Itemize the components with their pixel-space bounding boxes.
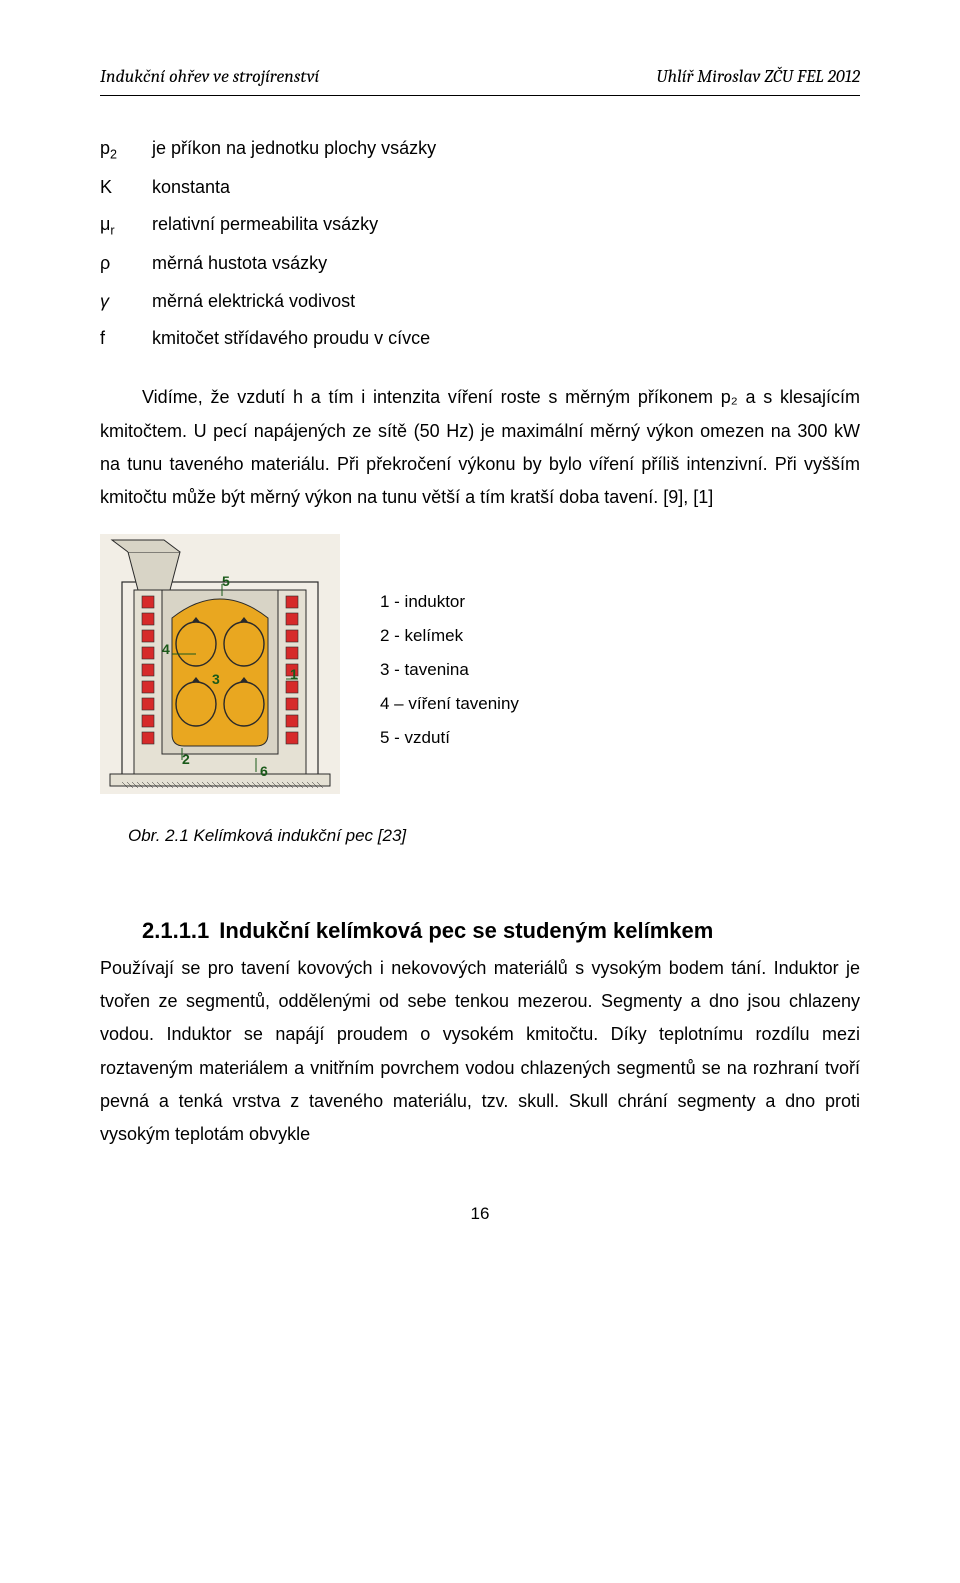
section-title: Indukční kelímková pec se studeným kelím… (219, 918, 713, 943)
crucible-furnace-diagram: 5 4 3 1 2 6 (100, 534, 340, 805)
definition-desc: kmitočet střídavého proudu v cívce (152, 322, 860, 355)
figure-block: 5 4 3 1 2 6 1 - induktor 2 - kelímek 3 - tave… (100, 534, 860, 805)
definition-symbol: γ (100, 285, 138, 318)
definition-desc: měrná hustota vsázky (152, 247, 860, 280)
svg-text:3: 3 (212, 671, 220, 687)
page-header: Indukční ohřev ve strojírenství Uhlíř Mi… (100, 60, 860, 96)
section-number: 2.1.1.1 (142, 918, 209, 943)
definition-desc: relativní permeabilita vsázky (152, 208, 860, 243)
header-left: Indukční ohřev ve strojírenství (100, 60, 319, 93)
paragraph-main: Vidíme, že vzdutí h a tím i intenzita ví… (100, 381, 860, 514)
figure-caption: Obr. 2.1 Kelímková indukční pec [23] (128, 820, 860, 851)
legend-item: 1 - induktor (380, 585, 519, 619)
definition-row: p2 je příkon na jednotku plochy vsázky (100, 132, 860, 167)
legend-item: 2 - kelímek (380, 619, 519, 653)
svg-text:1: 1 (290, 666, 298, 682)
definition-row: μr relativní permeabilita vsázky (100, 208, 860, 243)
svg-text:4: 4 (162, 641, 170, 657)
definition-desc: konstanta (152, 171, 860, 204)
header-right: Uhlíř Miroslav ZČU FEL 2012 (656, 60, 860, 93)
svg-text:5: 5 (222, 573, 230, 589)
definition-row: ρ měrná hustota vsázky (100, 247, 860, 280)
legend-item: 5 - vzdutí (380, 721, 519, 755)
definition-symbol: μr (100, 208, 138, 243)
definition-desc: je příkon na jednotku plochy vsázky (152, 132, 860, 167)
symbol-definitions: p2 je příkon na jednotku plochy vsázky K… (100, 132, 860, 355)
page-number: 16 (100, 1198, 860, 1229)
definition-symbol: ρ (100, 247, 138, 280)
definition-symbol: p2 (100, 132, 138, 167)
section-body: Používají se pro tavení kovových i nekov… (100, 952, 860, 1152)
definition-desc: měrná elektrická vodivost (152, 285, 860, 318)
definition-row: f kmitočet střídavého proudu v cívce (100, 322, 860, 355)
svg-text:2: 2 (182, 751, 190, 767)
legend-item: 3 - tavenina (380, 653, 519, 687)
svg-text:6: 6 (260, 763, 268, 779)
figure-legend: 1 - induktor 2 - kelímek 3 - tavenina 4 … (380, 585, 519, 755)
definition-row: K konstanta (100, 171, 860, 204)
definition-symbol: f (100, 322, 138, 355)
definition-row: γ měrná elektrická vodivost (100, 285, 860, 318)
legend-item: 4 – víření taveniny (380, 687, 519, 721)
definition-symbol: K (100, 171, 138, 204)
section-heading-line: 2.1.1.1 Indukční kelímková pec se studen… (100, 911, 860, 952)
